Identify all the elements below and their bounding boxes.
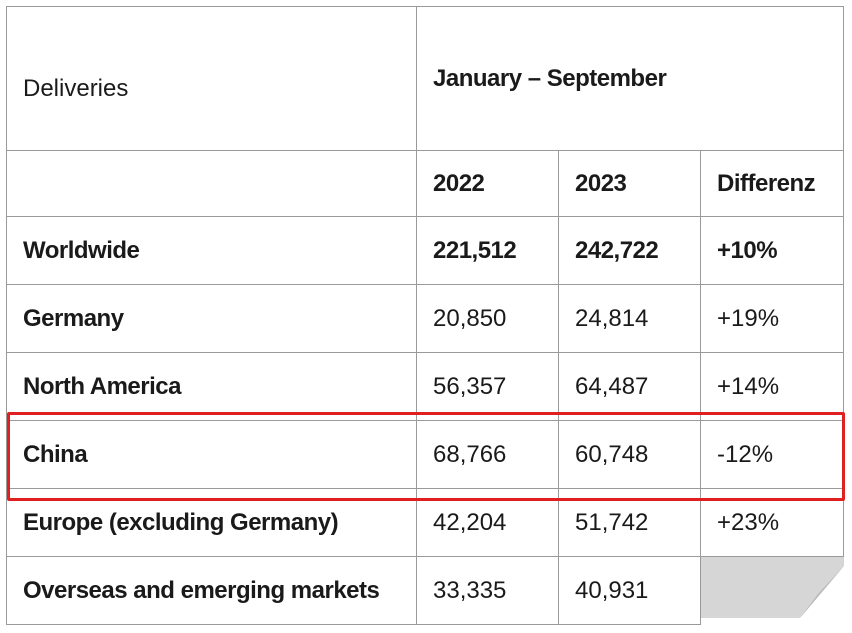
cell-text: 2022 [433,169,485,197]
folded-corner [700,556,844,618]
column-header: 2022 [416,150,559,217]
value-cell: +19% [700,284,844,353]
cell-text: Worldwide [23,236,140,264]
value-cell: 40,931 [558,556,701,625]
value-cell: +14% [700,352,844,421]
cell-text: 56,357 [433,372,507,400]
value-cell: 20,850 [416,284,559,353]
cell-text: 51,742 [575,508,649,536]
title: Deliveries [23,75,129,102]
cell-text: +14% [717,372,780,400]
cell-text: 221,512 [433,236,517,264]
column-header: Differenz [700,150,844,217]
value-cell: 242,722 [558,216,701,285]
cell-text: 20,850 [433,304,507,332]
cell-text: +23% [717,508,780,536]
cell-text: China [23,440,88,468]
cell-text: +19% [717,304,780,332]
cell-text: Germany [23,304,124,332]
value-cell: 51,742 [558,488,701,557]
blank-cell [6,150,417,217]
cell-text: Europe (excluding Germany) [23,508,339,536]
row-label: Europe (excluding Germany) [6,488,417,557]
cell-text: 242,722 [575,236,659,264]
value-cell: 33,335 [416,556,559,625]
cell-text: +10% [717,236,778,264]
cell-text: North America [23,372,181,400]
period: January – September [433,64,667,92]
value-cell: 64,487 [558,352,701,421]
value-cell: +23% [700,488,844,557]
cell-text: -12% [717,440,774,468]
cell-text: 42,204 [433,508,507,536]
value-cell: +10% [700,216,844,285]
cell-text: 60,748 [575,440,649,468]
cell-text: 64,487 [575,372,649,400]
period-cell: January – September [416,6,844,151]
cell-text: Overseas and emerging markets [23,576,380,604]
column-header: 2023 [558,150,701,217]
value-cell: 221,512 [416,216,559,285]
row-label: Overseas and emerging markets [6,556,417,625]
cell-text: 40,931 [575,576,649,604]
row-label: North America [6,352,417,421]
value-cell: 24,814 [558,284,701,353]
value-cell: 56,357 [416,352,559,421]
cell-text: 2023 [575,169,627,197]
cell-text: 33,335 [433,576,507,604]
cell-text: 24,814 [575,304,649,332]
cell-text: 68,766 [433,440,507,468]
title-cell: Deliveries [6,6,417,151]
cell-text: Differenz [717,169,816,197]
row-label: Worldwide [6,216,417,285]
row-label: Germany [6,284,417,353]
highlight-box [7,412,845,501]
